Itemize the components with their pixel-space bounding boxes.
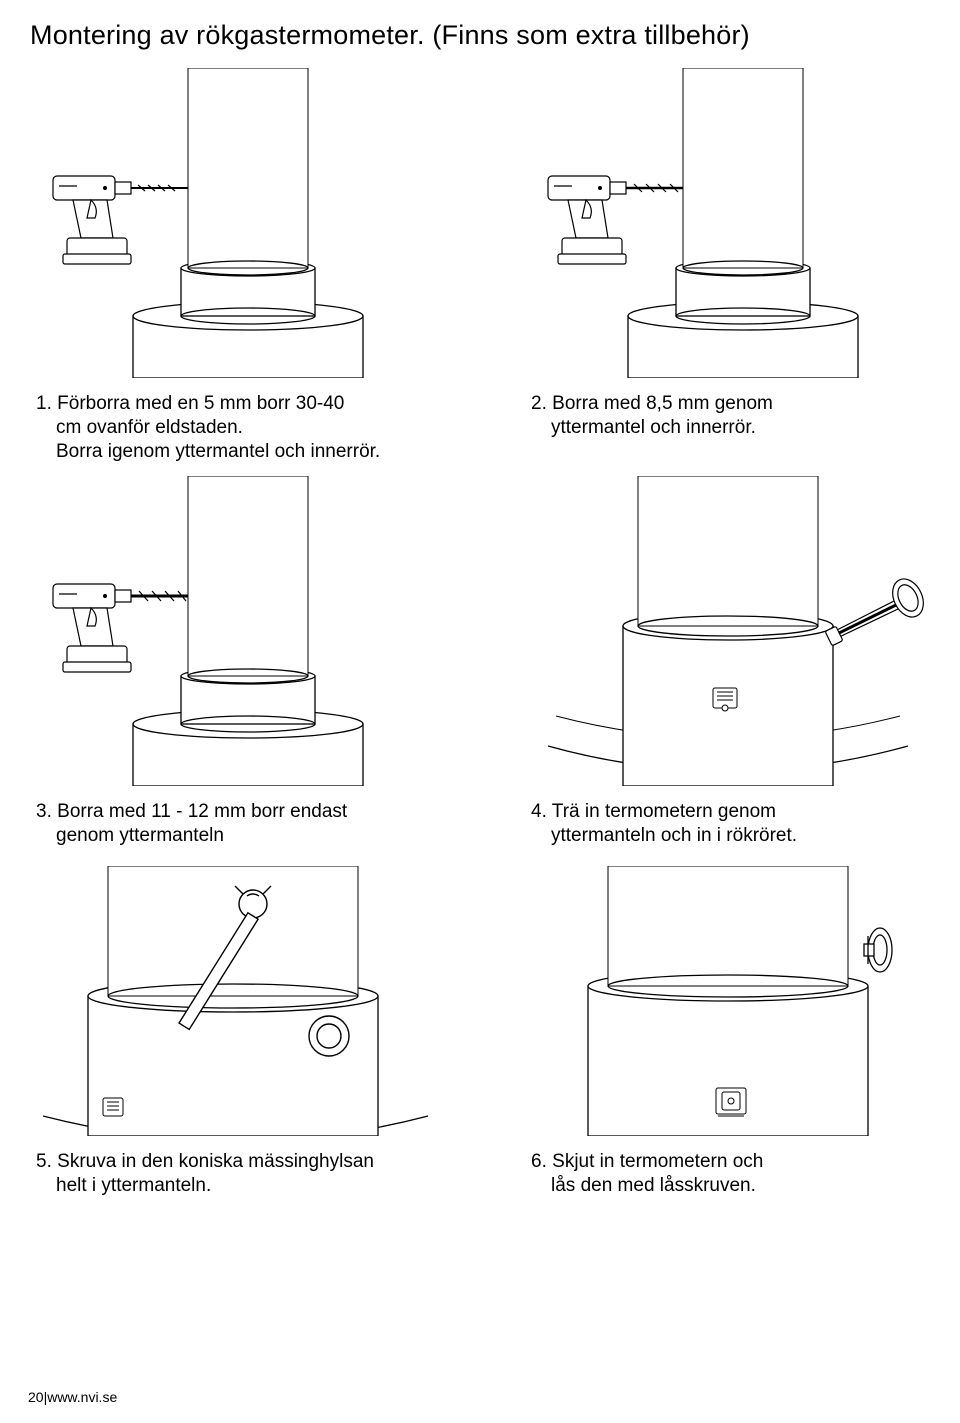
step-num: 2. bbox=[531, 393, 547, 414]
page-title: Montering av rökgastermometer. (Finns so… bbox=[30, 20, 930, 51]
caption-line: Borra med 11 - 12 mm borr endast bbox=[57, 801, 347, 822]
step-6: 6. Skjut in termometern och lås den med … bbox=[525, 866, 930, 1198]
step-2: 2. Borra med 8,5 mm genom yttermantel oc… bbox=[525, 73, 930, 463]
caption-line: Skjut in termometern och bbox=[552, 1151, 763, 1172]
caption-line: Trä in termometern genom bbox=[552, 801, 776, 822]
caption-line: Borra igenom yttermantel och innerrör. bbox=[36, 440, 415, 464]
caption-2: 2. Borra med 8,5 mm genom yttermantel oc… bbox=[525, 392, 930, 440]
step-4: 4. Trä in termometern genom yttermanteln… bbox=[525, 481, 930, 848]
caption-1: 1. Förborra med en 5 mm borr 30-40 cm ov… bbox=[30, 392, 435, 463]
step-num: 3. bbox=[36, 801, 52, 822]
page-footer: 20|www.nvi.se bbox=[28, 1389, 117, 1405]
step-1: 1. Förborra med en 5 mm borr 30-40 cm ov… bbox=[30, 73, 435, 463]
caption-5: 5. Skruva in den koniska mässinghylsan h… bbox=[30, 1150, 435, 1198]
caption-line: Förborra med en 5 mm borr 30-40 bbox=[57, 393, 344, 414]
diagram-thermometer-locked bbox=[528, 866, 928, 1136]
caption-3: 3. Borra med 11 - 12 mm borr endast geno… bbox=[30, 800, 435, 848]
steps-grid: 1. Förborra med en 5 mm borr 30-40 cm ov… bbox=[30, 73, 930, 1197]
step-5: 5. Skruva in den koniska mässinghylsan h… bbox=[30, 866, 435, 1198]
caption-line: lås den med låsskruven. bbox=[531, 1174, 910, 1198]
step-3: 3. Borra med 11 - 12 mm borr endast geno… bbox=[30, 481, 435, 848]
caption-line: genom yttermanteln bbox=[36, 824, 415, 848]
diagram-drill-pipe-1 bbox=[33, 68, 433, 378]
step-num: 5. bbox=[36, 1151, 52, 1172]
caption-line: helt i yttermanteln. bbox=[36, 1174, 415, 1198]
step-num: 1. bbox=[36, 393, 52, 414]
figure-6 bbox=[525, 866, 930, 1136]
caption-6: 6. Skjut in termometern och lås den med … bbox=[525, 1150, 930, 1198]
caption-4: 4. Trä in termometern genom yttermanteln… bbox=[525, 800, 930, 848]
diagram-drill-pipe-3 bbox=[33, 476, 433, 786]
diagram-drill-pipe-2 bbox=[528, 68, 928, 378]
caption-line: Skruva in den koniska mässinghylsan bbox=[57, 1151, 374, 1172]
figure-3 bbox=[30, 481, 435, 786]
caption-line: Borra med 8,5 mm genom bbox=[552, 393, 773, 414]
diagram-wrench bbox=[33, 866, 433, 1136]
figure-2 bbox=[525, 73, 930, 378]
figure-1 bbox=[30, 73, 435, 378]
step-num: 6. bbox=[531, 1151, 547, 1172]
caption-line: yttermanteln och in i rökröret. bbox=[531, 824, 910, 848]
caption-line: yttermantel och innerrör. bbox=[531, 416, 910, 440]
diagram-thermometer-insert bbox=[528, 476, 928, 786]
figure-4 bbox=[525, 481, 930, 786]
caption-line: cm ovanför eldstaden. bbox=[36, 416, 415, 440]
figure-5 bbox=[30, 866, 435, 1136]
step-num: 4. bbox=[531, 801, 547, 822]
